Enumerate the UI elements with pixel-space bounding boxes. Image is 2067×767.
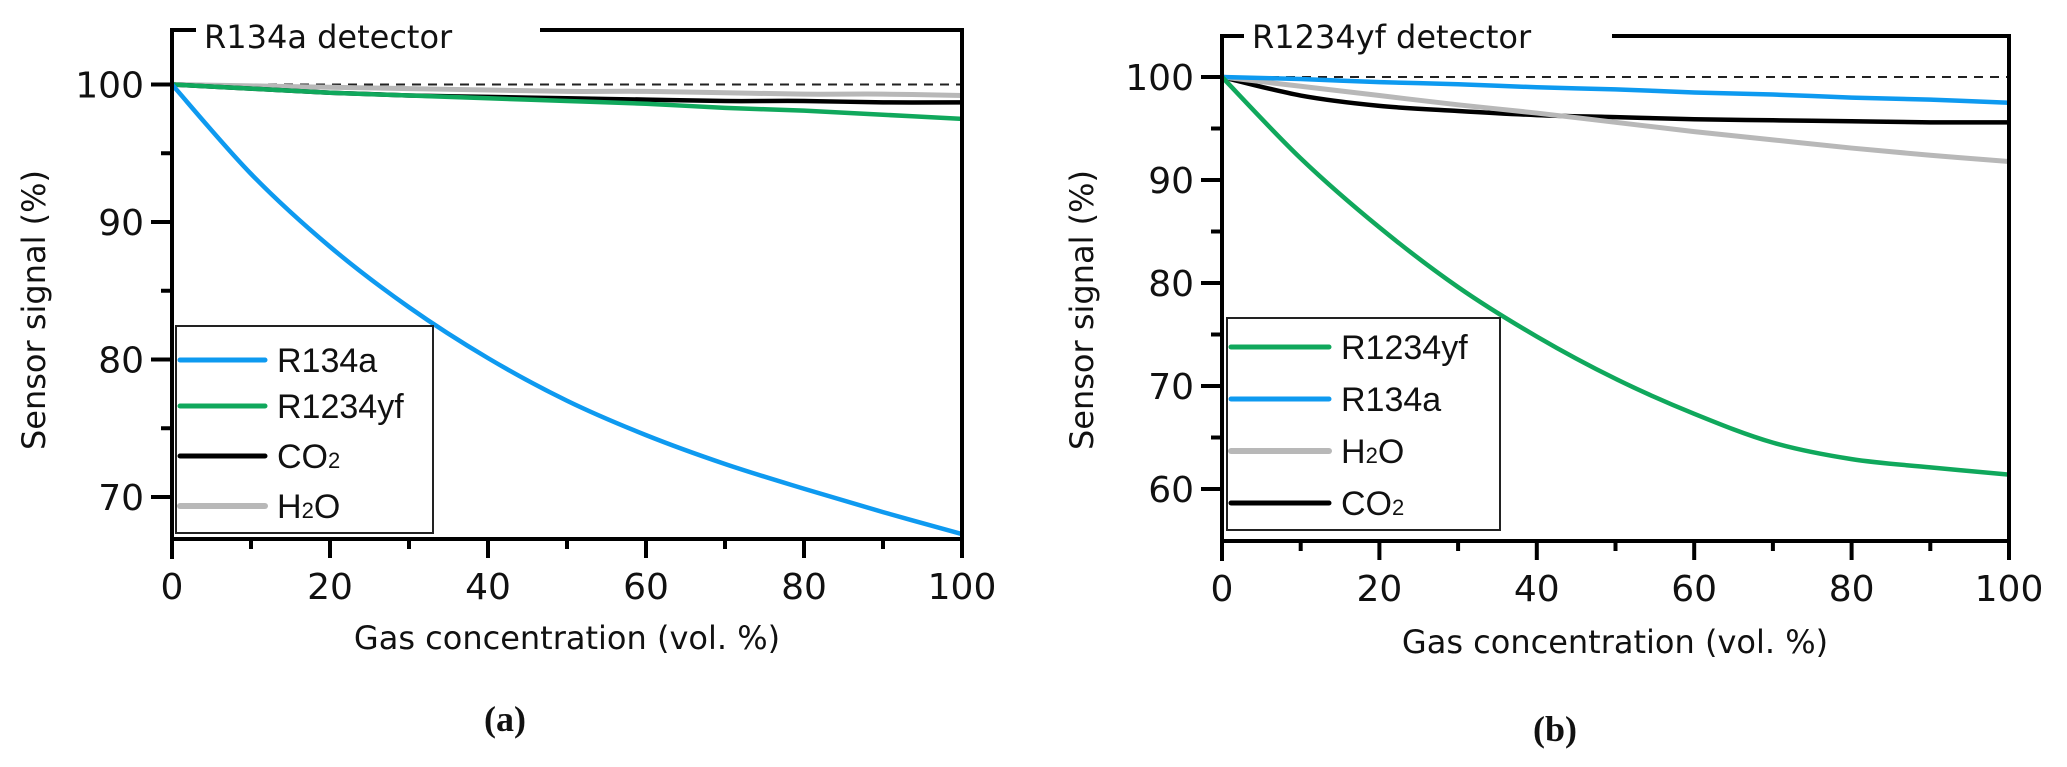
panel-b-x-tick-label: 40 — [1514, 569, 1560, 610]
panel-a-legend-label-main: R134a — [277, 342, 377, 380]
panel-b-label: (b) — [1533, 709, 1577, 749]
panel-b-y-axis-title: Sensor signal (%) — [1063, 170, 1101, 450]
panel-b-x-tick-label: 100 — [1975, 569, 2044, 610]
panel-a-y-tick-label: 90 — [98, 203, 144, 244]
panel-b-series-h2o — [1222, 74, 2009, 164]
panel-b-legend-label: R134a — [1341, 381, 1441, 419]
panel-a-legend-label-subscript: 2 — [302, 498, 314, 523]
panel-b-legend-label: R1234yf — [1341, 329, 1468, 367]
panel-a-legend-label-subscript: 2 — [328, 448, 340, 473]
panel-b-legend-label-main: H — [1341, 433, 1366, 471]
panel-a-legend-label-main: H — [277, 488, 302, 526]
panel-a-legend-label-main: R1234yf — [277, 388, 404, 426]
panel-b-legend-label: H2O — [1341, 433, 1404, 471]
panel-a-y-tick-label: 80 — [98, 341, 144, 382]
panel-a-legend-label-main: CO — [277, 438, 328, 476]
panel-a-legend-label: R1234yf — [277, 388, 404, 426]
panel-b-legend-label: CO2 — [1341, 485, 1404, 523]
panel-b-y-tick-label: 100 — [1125, 58, 1194, 99]
panel-a-series-h2o — [172, 82, 962, 98]
panel-a-series-r1234yf — [172, 82, 962, 122]
panel-b-series-group — [1222, 74, 2009, 477]
panel-a: R134a detector Gas concentration (vol. %… — [15, 18, 996, 739]
panel-b-legend-box — [1226, 317, 1501, 531]
panel-b: R1234yf detector Gas concentration (vol.… — [1063, 18, 2043, 749]
panel-a-x-tick-label: 60 — [623, 567, 669, 608]
panel-a-legend-label: H2O — [277, 488, 340, 526]
panel-b-legend-label-tail: O — [1378, 433, 1404, 471]
panel-a-y-axis-title: Sensor signal (%) — [15, 170, 53, 450]
panel-b-series-r1234yf — [1222, 74, 2009, 477]
panel-b-y-tick-label: 90 — [1148, 161, 1194, 202]
panel-b-x-tick-label: 60 — [1671, 569, 1717, 610]
panel-b-legend-label-subscript: 2 — [1392, 495, 1404, 520]
panel-b-y-tick-label: 80 — [1148, 264, 1194, 305]
panel-a-x-tick-label: 80 — [781, 567, 827, 608]
panel-a-x-tick-label: 0 — [161, 567, 184, 608]
panel-a-legend-label: R134a — [277, 342, 377, 380]
panel-b-series-r134a — [1222, 74, 2009, 105]
panel-a-y-tick-label: 100 — [75, 66, 144, 107]
panel-b-y-tick-label: 70 — [1148, 367, 1194, 408]
panel-b-x-tick-label: 80 — [1829, 569, 1875, 610]
panel-a-title: R134a detector — [204, 18, 453, 56]
panel-a-label: (a) — [484, 699, 526, 739]
panel-a-series-r134a — [172, 82, 962, 537]
panel-a-legend-label-tail: O — [314, 488, 340, 526]
panel-b-x-axis-title: Gas concentration (vol. %) — [1402, 623, 1828, 661]
panel-b-legend-label-subscript: 2 — [1366, 443, 1378, 468]
panel-b-legend-label-main: R1234yf — [1341, 329, 1468, 367]
panel-a-x-tick-label: 20 — [307, 567, 353, 608]
panel-a-x-tick-label: 100 — [928, 567, 997, 608]
panel-b-x-tick-label: 20 — [1356, 569, 1402, 610]
panel-b-y-tick-label: 60 — [1148, 470, 1194, 511]
panel-b-x-tick-label: 0 — [1211, 569, 1234, 610]
panel-b-title: R1234yf detector — [1252, 18, 1532, 56]
panel-a-x-axis-title: Gas concentration (vol. %) — [354, 619, 780, 657]
panel-b-series-co2 — [1222, 74, 2009, 125]
panel-a-legend-label: CO2 — [277, 438, 340, 476]
panel-a-x-tick-label: 40 — [465, 567, 511, 608]
panel-b-legend-label-main: CO — [1341, 485, 1392, 523]
panel-b-legend-label-main: R134a — [1341, 381, 1441, 419]
panel-a-series-group — [172, 82, 962, 537]
panel-a-y-tick-label: 70 — [98, 478, 144, 519]
